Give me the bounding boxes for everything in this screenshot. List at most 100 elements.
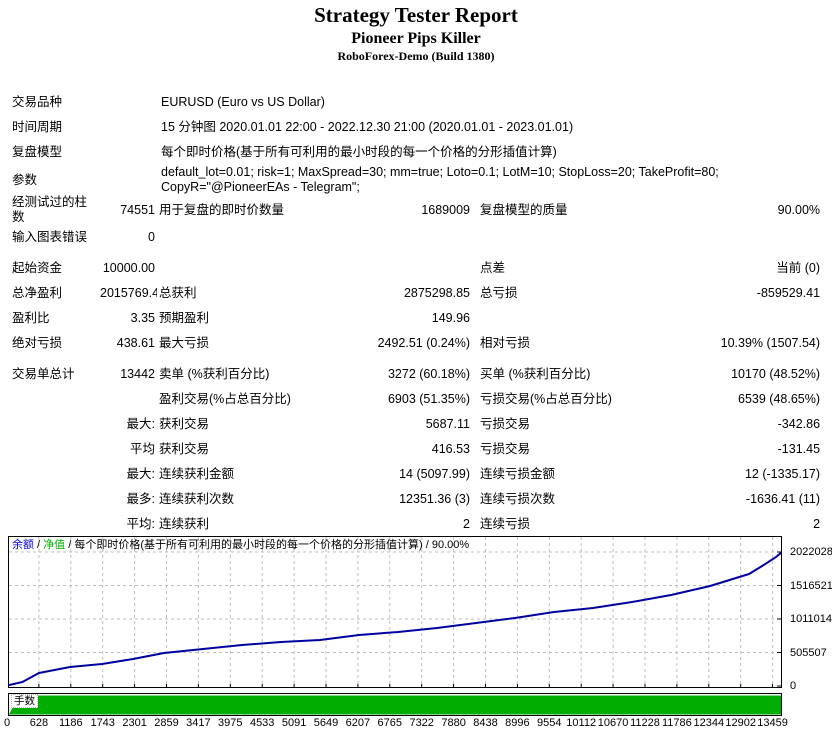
stat-label: 点差 — [480, 261, 506, 275]
legend-separator: / — [422, 539, 432, 551]
stat-value: 74551 — [120, 202, 155, 217]
stat-value: 2875298.85 — [403, 286, 470, 300]
row-value: default_lot=0.01; risk=1; MaxSpread=30; … — [161, 165, 719, 194]
table-row: 最多: 连续获利次数 12351.36 (3) 连续亏损次数 -1636.41 (11) — [10, 487, 822, 512]
table-row: 最大: 连续获利金额 14 (5097.99) 连续亏损金额 12 (-1335.17) — [10, 462, 822, 487]
stat-label — [10, 462, 98, 487]
table-row: 平均: 连续获利 2 连续亏损 2 — [10, 512, 822, 537]
stat-label: 最大亏损 — [159, 336, 210, 350]
table-row: 盈利交易(%占总百分比) 6903 (51.35%) 亏损交易(%占总百分比) 653… — [10, 387, 822, 412]
stat-value — [309, 225, 472, 250]
stat-value: 10000.00 — [102, 261, 155, 275]
x-axis-label: 9554 — [537, 717, 562, 729]
x-axis-label: 12902 — [725, 717, 756, 729]
stat-value: 10.39% (1507.54) — [720, 336, 821, 350]
chart-legend: 余额 / 净值 / 每个即时价格(基于所有可利用的最小时段的每一个价格的分形插值… — [12, 539, 469, 551]
row-value: 15 分钟图 2020.01.01 22:00 - 2022.12.30 21:… — [161, 120, 574, 134]
stat-label: 获利交易 — [159, 417, 210, 431]
table-row: 输入图表错误 0 — [10, 225, 822, 250]
stat-value: -342.86 — [777, 417, 821, 431]
stat-label: 经测试过的柱数 — [12, 195, 88, 224]
server-build: RoboForex-Demo (Build 1380) — [337, 49, 495, 63]
row-label: 参数 — [12, 172, 38, 187]
stat-label — [472, 306, 640, 331]
x-axis-label: 8438 — [473, 717, 498, 729]
stat-label: 用于复盘的即时价数量 — [159, 202, 285, 217]
row-value: 每个即时价格(基于所有可利用的最小时段的每一个价格的分形插值计算) — [161, 145, 557, 159]
legend-item: 余额 — [12, 539, 34, 551]
x-axis-label: 0 — [3, 717, 11, 729]
y-axis-label: 1011014 — [790, 613, 832, 625]
stat-value: 90.00% — [777, 202, 821, 217]
stat-value: -859529.41 — [756, 286, 821, 300]
row-label: 交易品种 — [12, 95, 63, 109]
table-row: 参数 default_lot=0.01; risk=1; MaxSpread=30… — [10, 165, 822, 195]
x-axis-label: 6207 — [345, 717, 371, 729]
lots-label: 手数 — [11, 694, 38, 708]
stat-label — [10, 412, 98, 437]
stat-value — [98, 387, 157, 412]
stat-value — [640, 225, 822, 250]
legend-separator: / — [65, 539, 75, 551]
x-axis-label: 7880 — [441, 717, 466, 729]
stat-value — [640, 306, 822, 331]
report-table: 交易品种 EURUSD (Euro vs US Dollar) 时间周期 15 分钟图… — [10, 90, 822, 537]
x-axis-label: 13459 — [757, 717, 788, 729]
stat-label: 连续亏损次数 — [480, 492, 556, 506]
stat-value: 2492.51 (0.24%) — [377, 336, 470, 350]
stat-label — [157, 225, 309, 250]
stat-value: 438.61 — [116, 336, 155, 350]
stat-value: 13442 — [120, 367, 155, 381]
stat-value: 12351.36 (3) — [399, 492, 470, 506]
stat-value: -131.45 — [777, 442, 821, 456]
lots-area — [9, 695, 781, 715]
stat-label: 交易单总计 — [12, 367, 75, 381]
stat-label: 总获利 — [159, 286, 197, 300]
stat-label: 连续亏损 — [480, 517, 531, 531]
stat-label: 买单 (%获利百分比) — [480, 367, 591, 381]
stat-value: 最多: — [126, 492, 155, 506]
stat-value: 3272 (60.18%) — [387, 367, 470, 381]
stat-value: 平均 — [129, 442, 155, 456]
stat-label — [10, 437, 98, 462]
stat-label: 连续亏损金额 — [480, 467, 556, 481]
table-row: 时间周期 15 分钟图 2020.01.01 22:00 - 2022.12.30… — [10, 115, 822, 140]
legend-item: 每个即时价格(基于所有可利用的最小时段的每一个价格的分形插值计算) — [74, 539, 423, 551]
x-axis-label: 10670 — [597, 717, 629, 729]
stat-label: 总亏损 — [480, 286, 518, 300]
stat-label: 连续获利 — [159, 517, 210, 531]
x-axis-label: 2859 — [154, 717, 179, 729]
stat-label: 起始资金 — [12, 261, 63, 275]
empty-cell — [98, 140, 157, 165]
table-row: 交易单总计 13442 卖单 (%获利百分比) 3272 (60.18%) 买单 (%获… — [10, 362, 822, 387]
y-axis-label: 505507 — [790, 646, 827, 659]
table-row: 盈利比 3.35 预期盈利 149.96 — [10, 306, 822, 331]
table-row: 经测试过的柱数 74551 用于复盘的即时价数量 1689009 复盘模型的质量 90.0… — [10, 195, 822, 225]
ea-name: Pioneer Pips Killer — [351, 30, 481, 47]
x-axis-label: 11228 — [630, 717, 660, 729]
y-axis-label: 2022028 — [790, 546, 832, 558]
stat-label: 连续获利次数 — [159, 492, 235, 506]
stat-label — [157, 256, 309, 281]
empty-cell — [98, 165, 157, 195]
table-row: 平均 获利交易 416.53 亏损交易 -131.45 — [10, 437, 822, 462]
stat-value: 6539 (48.65%) — [738, 392, 821, 406]
balance-chart — [8, 536, 782, 688]
report-title: Strategy Tester Report — [314, 3, 518, 27]
balance-curve — [8, 551, 782, 687]
legend-item: 净值 — [43, 539, 66, 551]
x-axis-label: 8996 — [505, 717, 530, 729]
table-row: 交易品种 EURUSD (Euro vs US Dollar) — [10, 90, 822, 115]
x-axis-label: 12344 — [693, 717, 725, 729]
stat-value: 最大: — [126, 417, 155, 431]
stat-value: 2 — [813, 517, 821, 531]
table-row: 总净盈利 2015769.44总获利 2875298.85 总亏损 -859529.41 — [10, 281, 822, 306]
stat-label: 绝对亏损 — [12, 336, 63, 350]
stat-value: 6903 (51.35%) — [387, 392, 470, 406]
report-header: Strategy Tester Report Pioneer Pips Kill… — [0, 2, 832, 64]
x-axis-label: 6765 — [377, 717, 403, 729]
stat-value: 10170 (48.52%) — [731, 367, 821, 381]
stat-label: 连续获利金额 — [159, 467, 235, 481]
stat-value: 0 — [148, 230, 155, 244]
table-row: 最大: 获利交易 5687.11 亏损交易 -342.86 — [10, 412, 822, 437]
